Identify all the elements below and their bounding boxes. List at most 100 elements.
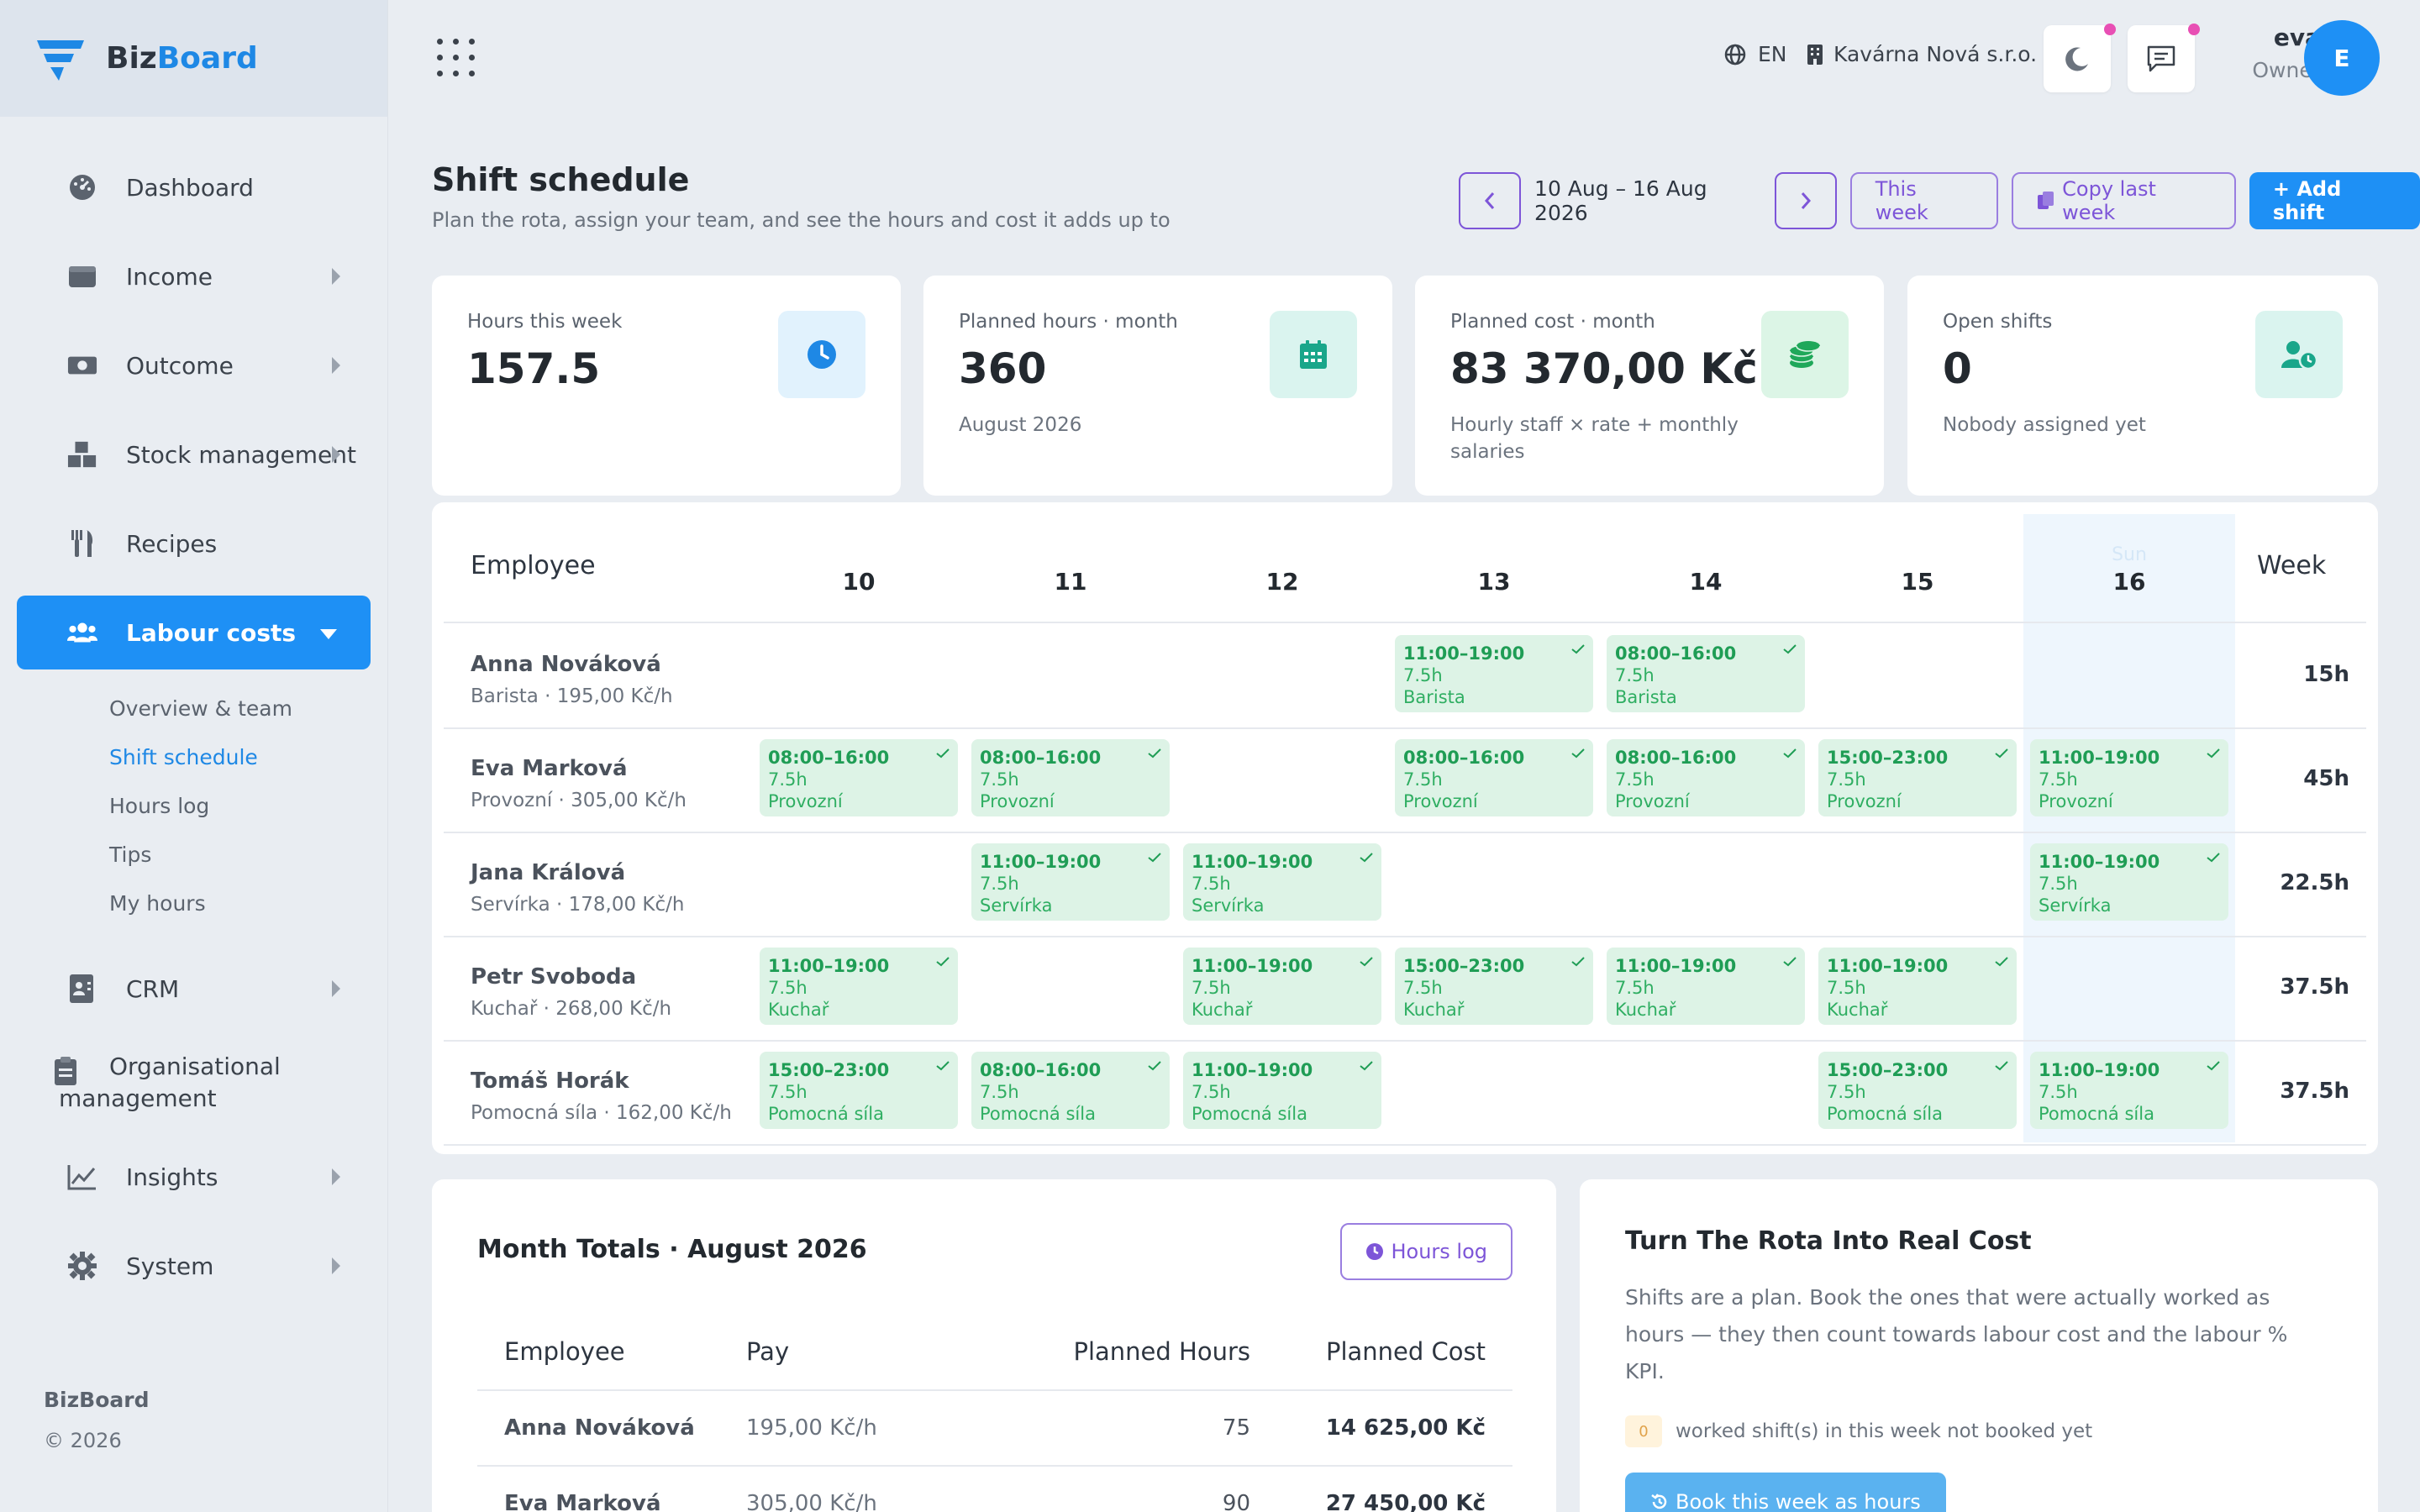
brand[interactable]: BizBoard — [0, 0, 387, 117]
this-week-button[interactable]: This week — [1849, 172, 1999, 229]
utensils-icon — [67, 528, 97, 559]
shift-position: Provozní — [1615, 791, 1690, 811]
shift-time: 15:00–23:00 — [768, 1060, 890, 1080]
check-icon — [1148, 746, 1161, 762]
shift-card[interactable]: 11:00–19:00 7.5h Servírka — [2030, 843, 2228, 921]
table-row[interactable]: Anna Nováková 195,00 Kč/h 75 14 625,00 K… — [477, 1391, 1512, 1467]
shift-card[interactable]: 15:00–23:00 7.5h Kuchař — [1395, 948, 1593, 1025]
cell-pay: 305,00 Kč/h — [746, 1491, 877, 1512]
shift-position: Kuchař — [1192, 1000, 1253, 1020]
chevron-right-icon — [332, 446, 340, 463]
subnav-overview-team[interactable]: Overview & team — [109, 696, 292, 721]
cell-cost: 27 450,00 Kč — [1325, 1491, 1486, 1512]
shift-card[interactable]: 11:00–19:00 7.5h Pomocná síla — [2030, 1052, 2228, 1129]
shift-card[interactable]: 11:00–19:00 7.5h Servírka — [1183, 843, 1381, 921]
stat-label: Planned cost · month — [1450, 311, 1655, 333]
nav-income[interactable]: Income — [17, 239, 371, 313]
shift-position: Pomocná síla — [1192, 1104, 1307, 1124]
nav-outcome[interactable]: Outcome — [17, 328, 371, 402]
stat-value: 360 — [959, 344, 1047, 393]
shift-card[interactable]: 11:00–19:00 7.5h Barista — [1395, 635, 1593, 712]
clipboard-icon — [50, 1056, 81, 1086]
th-planned-cost: Planned Cost — [1325, 1337, 1486, 1366]
nav-insights[interactable]: Insights — [17, 1140, 371, 1214]
nav-crm[interactable]: CRM — [17, 952, 371, 1026]
stat-label: Hours this week — [467, 311, 623, 333]
check-icon — [1783, 954, 1797, 970]
shift-card[interactable]: 08:00–16:00 7.5h Pomocná síla — [971, 1052, 1170, 1129]
shift-card[interactable]: 11:00–19:00 7.5h Kuchař — [1818, 948, 2017, 1025]
nav-dashboard[interactable]: Dashboard — [17, 150, 371, 224]
shift-time: 15:00–23:00 — [1827, 748, 1949, 768]
shift-card[interactable]: 11:00–19:00 7.5h Kuchař — [1607, 948, 1805, 1025]
shift-card[interactable]: 11:00–19:00 7.5h Provozní — [2030, 739, 2228, 816]
shift-card[interactable]: 15:00–23:00 7.5h Pomocná síla — [1818, 1052, 2017, 1129]
check-icon — [2207, 850, 2220, 866]
shift-card[interactable]: 11:00–19:00 7.5h Servírka — [971, 843, 1170, 921]
check-icon — [1783, 642, 1797, 658]
shift-card[interactable]: 08:00–16:00 7.5h Provozní — [971, 739, 1170, 816]
chevron-down-icon — [320, 629, 337, 639]
next-week-button[interactable] — [1774, 172, 1837, 229]
main-nav: Dashboard Income Outcome Stock managemen… — [0, 117, 387, 1303]
nav-organisational-management[interactable]: Organisational management — [17, 1041, 371, 1125]
shift-card[interactable]: 08:00–16:00 7.5h Provozní — [760, 739, 958, 816]
schedule-row: Jana Králová Servírka · 178,00 Kč/h 22.5h 1… — [444, 833, 2366, 937]
nav-label: System — [126, 1252, 214, 1280]
check-icon — [1995, 954, 2008, 970]
chart-line-icon — [67, 1162, 97, 1192]
shift-schedule-grid: Sun Employee Week 10 11 12 13 14 15 16 Anna No… — [432, 502, 2378, 1154]
subnav-tips[interactable]: Tips — [109, 843, 152, 867]
subnav-hours-log[interactable]: Hours log — [109, 794, 210, 818]
subnav-my-hours[interactable]: My hours — [109, 891, 206, 916]
chevron-right-icon — [1800, 192, 1812, 210]
nav-stock-management[interactable]: Stock management — [17, 417, 371, 491]
messages-button[interactable] — [2128, 24, 2200, 92]
shift-card[interactable]: 11:00–19:00 7.5h Pomocná síla — [1183, 1052, 1381, 1129]
rota-cost-card: Turn The Rota Into Real Cost Shifts are … — [1580, 1179, 2378, 1512]
gauge-icon — [67, 172, 97, 202]
shift-card[interactable]: 08:00–16:00 7.5h Provozní — [1395, 739, 1593, 816]
nav-labour-costs[interactable]: Labour costs — [17, 596, 371, 669]
subnav-shift-schedule[interactable]: Shift schedule — [109, 745, 258, 769]
shift-position: Barista — [1615, 687, 1677, 707]
book-week-hours-button[interactable]: Book this week as hours — [1625, 1473, 1946, 1512]
company-switch[interactable]: Kavárna Nová s.r.o. — [1807, 42, 2037, 66]
shift-hours: 7.5h — [980, 769, 1019, 790]
cell-pay: 195,00 Kč/h — [746, 1415, 877, 1441]
check-icon — [936, 746, 950, 762]
shift-position: Provozní — [980, 791, 1055, 811]
shift-position: Kuchař — [1615, 1000, 1676, 1020]
add-shift-button[interactable]: + Add shift — [2249, 172, 2420, 229]
shift-card[interactable]: 08:00–16:00 7.5h Barista — [1607, 635, 1805, 712]
shift-card[interactable]: 11:00–19:00 7.5h Kuchař — [1183, 948, 1381, 1025]
shift-card[interactable]: 15:00–23:00 7.5h Pomocná síla — [760, 1052, 958, 1129]
nav-system[interactable]: System — [17, 1229, 371, 1303]
shift-card[interactable]: 11:00–19:00 7.5h Kuchař — [760, 948, 958, 1025]
check-icon — [1360, 1058, 1373, 1074]
rota-title: Turn The Rota Into Real Cost — [1625, 1226, 2032, 1256]
shift-position: Provozní — [768, 791, 843, 811]
shift-time: 11:00–19:00 — [1403, 643, 1525, 664]
nav-label: CRM — [126, 974, 180, 1003]
shift-hours: 7.5h — [1403, 978, 1443, 998]
hours-log-button[interactable]: Hours log — [1340, 1223, 1512, 1280]
shift-time: 11:00–19:00 — [980, 852, 1102, 872]
dark-mode-toggle[interactable] — [2044, 24, 2116, 92]
column-header-day: 10 — [842, 568, 876, 596]
cell-cost: 14 625,00 Kč — [1325, 1415, 1486, 1441]
apps-grid-icon[interactable] — [437, 39, 476, 77]
sunday-column-highlight: Sun — [2023, 514, 2235, 1142]
chevron-left-icon — [1484, 192, 1496, 210]
stat-card-hours-week: Hours this week 157.5 — [432, 276, 901, 496]
prev-week-button[interactable] — [1459, 172, 1522, 229]
avatar[interactable]: E — [2304, 20, 2380, 96]
language-switch[interactable]: EN — [1724, 42, 1787, 66]
table-row[interactable]: Eva Marková 305,00 Kč/h 90 27 450,00 Kč — [477, 1467, 1512, 1512]
employee-name: Jana Králová — [471, 860, 626, 885]
footer-brand: BizBoard — [44, 1388, 150, 1412]
shift-card[interactable]: 08:00–16:00 7.5h Provozní — [1607, 739, 1805, 816]
nav-recipes[interactable]: Recipes — [17, 507, 371, 580]
shift-card[interactable]: 15:00–23:00 7.5h Provozní — [1818, 739, 2017, 816]
copy-last-week-button[interactable]: Copy last week — [2012, 172, 2236, 229]
